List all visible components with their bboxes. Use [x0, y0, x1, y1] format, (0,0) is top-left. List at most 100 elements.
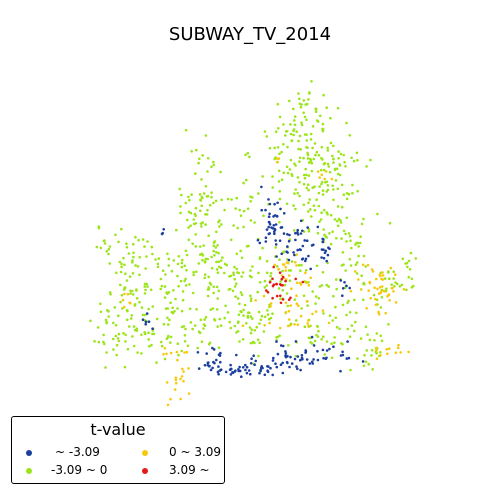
point-strong-negative — [272, 356, 275, 360]
point-weak-negative — [199, 209, 202, 213]
point-strong-negative — [144, 320, 148, 324]
point-weak-negative — [295, 319, 298, 322]
point-strong-negative — [235, 353, 238, 357]
point-strong-negative — [247, 369, 251, 372]
point-strong-negative — [296, 367, 299, 371]
point-weak-positive — [298, 281, 302, 285]
point-weak-negative — [202, 192, 206, 195]
point-weak-negative — [95, 245, 99, 249]
point-weak-negative — [320, 338, 323, 341]
point-weak-negative — [307, 161, 311, 164]
point-weak-negative — [206, 170, 209, 173]
point-weak-negative — [299, 148, 303, 151]
point-weak-negative — [165, 337, 169, 341]
point-weak-negative — [307, 188, 310, 192]
point-weak-negative — [338, 164, 342, 167]
point-weak-negative — [239, 214, 243, 217]
point-strong-negative — [341, 350, 344, 354]
point-weak-negative — [359, 337, 363, 340]
point-weak-negative — [145, 282, 148, 286]
point-weak-negative — [310, 161, 314, 165]
point-weak-negative — [177, 353, 180, 357]
point-weak-positive — [284, 266, 288, 269]
point-weak-negative — [198, 331, 202, 335]
point-weak-positive — [377, 292, 381, 295]
point-weak-negative — [108, 291, 112, 294]
point-weak-negative — [108, 245, 112, 248]
point-weak-negative — [354, 320, 357, 324]
point-weak-positive — [321, 309, 325, 312]
point-strong-negative — [267, 215, 271, 218]
point-weak-negative — [302, 182, 306, 186]
point-strong-negative — [284, 354, 287, 358]
point-weak-negative — [192, 218, 196, 221]
point-weak-positive — [394, 273, 397, 276]
point-weak-positive — [254, 299, 257, 302]
point-weak-negative — [195, 148, 198, 152]
point-weak-negative — [326, 149, 330, 152]
point-weak-negative — [191, 291, 195, 295]
point-weak-negative — [131, 335, 134, 338]
point-weak-positive — [399, 351, 403, 354]
point-weak-positive — [373, 286, 376, 290]
point-weak-negative — [319, 218, 323, 221]
point-weak-negative — [151, 305, 155, 308]
point-weak-negative — [176, 307, 179, 310]
point-weak-negative — [223, 316, 226, 320]
point-strong-negative — [144, 322, 147, 326]
point-weak-negative — [226, 311, 230, 314]
point-weak-negative — [187, 226, 190, 229]
point-weak-negative — [214, 246, 218, 249]
point-strong-negative — [310, 335, 314, 339]
point-weak-positive — [378, 286, 382, 289]
point-weak-negative — [169, 341, 172, 344]
point-weak-negative — [268, 146, 272, 150]
point-weak-negative — [234, 295, 237, 299]
point-strong-negative — [287, 258, 291, 262]
point-weak-positive — [166, 403, 170, 407]
point-weak-positive — [278, 326, 282, 330]
point-weak-negative — [125, 245, 129, 249]
point-weak-negative — [297, 147, 300, 151]
point-weak-negative — [143, 245, 146, 248]
point-strong-negative — [361, 360, 365, 363]
point-weak-negative — [206, 194, 210, 198]
point-weak-negative — [321, 127, 324, 131]
point-weak-negative — [114, 233, 117, 237]
point-weak-negative — [343, 160, 346, 164]
map-title: SUBWAY_TV_2014 — [168, 24, 332, 45]
point-weak-negative — [315, 264, 319, 268]
point-weak-positive — [397, 343, 400, 347]
point-strong-negative — [304, 257, 308, 261]
point-weak-negative — [227, 288, 231, 291]
point-weak-negative — [155, 317, 159, 321]
point-strong-negative — [229, 373, 233, 376]
point-weak-negative — [180, 193, 183, 197]
point-weak-negative — [330, 356, 334, 360]
point-weak-negative — [325, 340, 329, 343]
point-weak-negative — [351, 183, 354, 187]
point-weak-negative — [323, 161, 327, 165]
point-weak-negative — [335, 287, 339, 291]
point-weak-negative — [282, 123, 285, 126]
point-weak-negative — [278, 334, 281, 338]
point-weak-negative — [234, 282, 238, 286]
point-strong-positive — [294, 277, 298, 281]
point-weak-negative — [241, 271, 245, 274]
point-weak-negative — [185, 218, 189, 222]
point-weak-negative — [290, 139, 294, 143]
point-weak-positive — [304, 271, 307, 275]
point-weak-negative — [246, 314, 250, 318]
point-weak-negative — [276, 102, 280, 106]
point-weak-negative — [271, 186, 275, 189]
point-strong-negative — [205, 352, 208, 355]
legend-marker-strong-negative — [26, 450, 32, 456]
point-weak-negative — [312, 204, 316, 207]
point-weak-negative — [283, 283, 287, 287]
point-weak-negative — [365, 349, 369, 352]
point-strong-negative — [217, 372, 220, 376]
legend-marker-strong-positive — [142, 468, 148, 474]
point-weak-negative — [332, 294, 335, 298]
point-strong-negative — [217, 365, 220, 368]
point-weak-negative — [255, 325, 259, 329]
